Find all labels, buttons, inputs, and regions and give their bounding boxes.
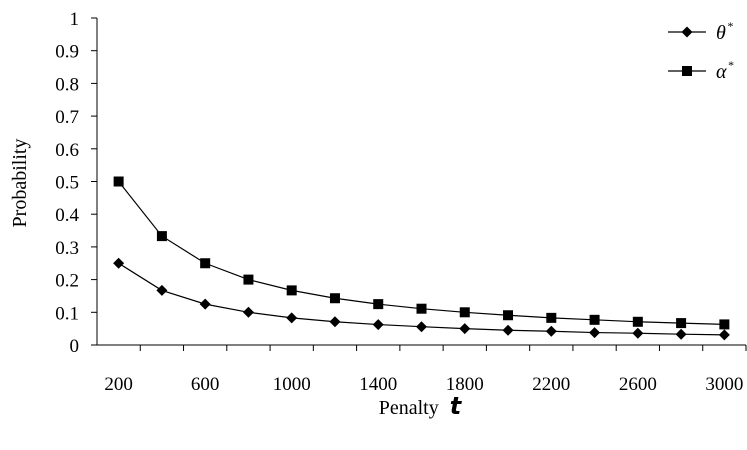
data-point [286, 285, 297, 296]
x-axis-title-variable: t [450, 392, 463, 420]
x-tick-label: 1800 [446, 374, 484, 395]
data-point [675, 328, 687, 340]
data-point [199, 298, 211, 310]
data-point [113, 176, 124, 187]
y-tick-label: 0.6 [55, 140, 79, 161]
series-layer [113, 176, 730, 341]
data-point [113, 257, 125, 269]
data-point [329, 316, 341, 328]
data-point [676, 318, 687, 329]
x-axis-title: Penalty t [379, 392, 463, 420]
y-tick-label: 0.9 [55, 42, 79, 63]
y-tick-label: 0.1 [55, 303, 79, 324]
x-tick-label: 2600 [619, 374, 657, 395]
x-tick-label: 200 [104, 374, 133, 395]
chart-axes [96, 18, 746, 346]
data-point [329, 293, 340, 304]
legend-label: θ* [716, 19, 733, 44]
data-point [589, 327, 601, 339]
legend-marker [682, 66, 692, 76]
data-point [632, 327, 644, 339]
y-axis-title: Probability [9, 139, 31, 228]
y-tick-label: 0.2 [55, 271, 79, 292]
x-axis-ticks: 200 600 1000 1400 1800 2200 2600 3000 [104, 345, 747, 395]
y-tick-label: 0.3 [55, 238, 79, 259]
data-point [545, 325, 557, 337]
data-point [242, 306, 254, 318]
legend-item: α* [668, 58, 734, 83]
data-point [286, 312, 298, 324]
data-point [719, 319, 730, 330]
data-point [459, 307, 470, 318]
y-tick-label: 0 [70, 336, 80, 357]
x-tick-label: 3000 [705, 374, 743, 395]
data-point [502, 324, 514, 336]
y-tick-label: 0.5 [55, 173, 79, 194]
data-point [372, 319, 384, 331]
x-tick-label: 2200 [532, 374, 570, 395]
x-tick-label: 1400 [359, 374, 397, 395]
data-point [156, 284, 168, 296]
y-tick-label: 1 [70, 9, 80, 30]
data-point [200, 258, 211, 269]
series-alpha [113, 176, 730, 330]
data-point [632, 316, 643, 327]
y-axis-ticks: 0 0.1 0.2 0.3 0.4 0.5 0.6 0.7 0.8 0.9 1 [55, 9, 97, 357]
legend-label: α* [716, 58, 734, 83]
legend-item: θ* [668, 19, 733, 44]
series-theta [113, 257, 730, 341]
y-tick-label: 0.7 [55, 107, 79, 128]
data-point [718, 329, 730, 341]
data-point [459, 323, 471, 335]
legend: θ* α* [668, 19, 734, 83]
y-tick-label: 0.4 [55, 205, 79, 226]
data-point [243, 274, 254, 285]
data-point [416, 321, 427, 333]
y-tick-label: 0.8 [55, 74, 79, 95]
x-tick-label: 600 [191, 374, 220, 395]
x-axis-title-label: Penalty [379, 397, 439, 419]
x-tick-label: 1000 [273, 374, 311, 395]
data-point [416, 303, 427, 314]
data-point [546, 312, 557, 323]
legend-marker [681, 26, 693, 38]
data-point [373, 299, 384, 310]
data-point [156, 231, 167, 242]
data-point [589, 314, 600, 325]
data-point [503, 310, 514, 321]
